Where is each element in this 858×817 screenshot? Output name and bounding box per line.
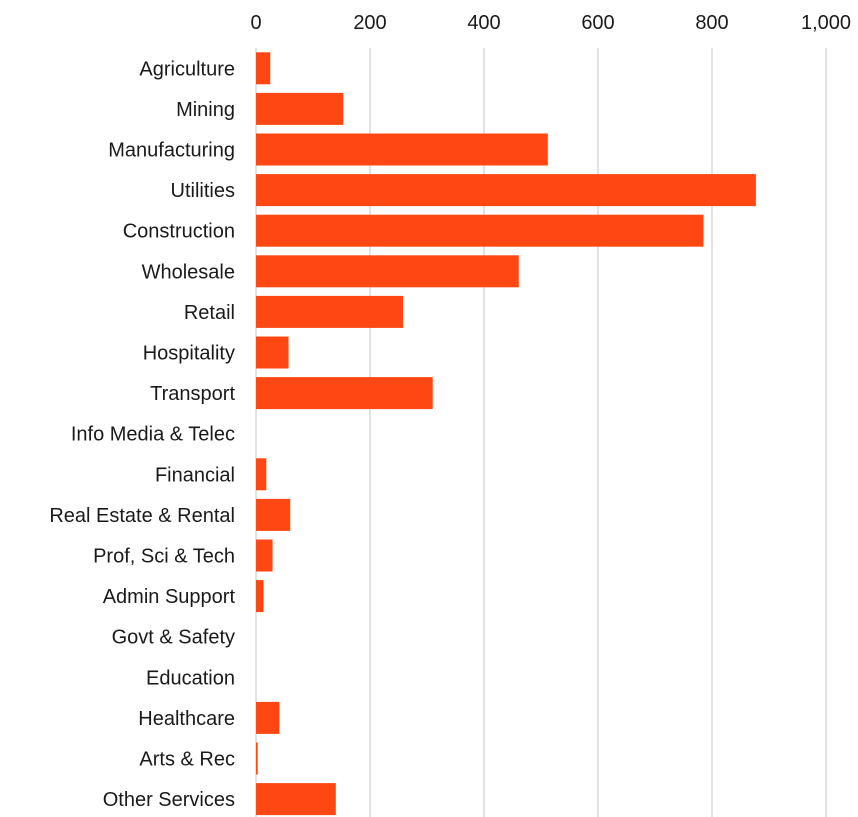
category-label: Healthcare <box>138 708 235 730</box>
x-tick-label: 200 <box>353 12 386 34</box>
bar-utilities <box>256 174 756 207</box>
category-label: Education <box>146 667 235 689</box>
category-label: Financial <box>155 464 235 486</box>
x-tick-label: 1,000 <box>801 12 851 34</box>
x-tick-label: 600 <box>581 12 614 34</box>
category-label: Info Media & Telec <box>71 424 235 446</box>
bar-hospitality <box>256 336 289 369</box>
bar-construction <box>256 214 704 247</box>
bar-prof-sci-tech <box>256 539 273 572</box>
category-label: Wholesale <box>142 261 235 283</box>
bar-retail <box>256 295 404 328</box>
category-label: Transport <box>150 383 235 405</box>
bar-transport <box>256 377 433 410</box>
category-label: Prof, Sci & Tech <box>93 546 235 568</box>
bar-arts-rec <box>256 742 258 775</box>
category-label: Other Services <box>103 789 235 811</box>
category-labels: Agriculture Mining Manufacturing Utilities C… <box>49 58 235 811</box>
category-label: Utilities <box>171 180 235 202</box>
category-label: Construction <box>123 221 235 243</box>
bar-other-services <box>256 783 336 816</box>
bar-healthcare <box>256 701 280 734</box>
bar-agriculture <box>256 52 271 85</box>
bar-financial <box>256 458 267 491</box>
x-tick-label: 0 <box>250 12 261 34</box>
category-label: Govt & Safety <box>112 627 235 649</box>
x-axis-tick-labels: 0 200 400 600 800 1,000 <box>250 12 851 34</box>
x-tick-label: 400 <box>467 12 500 34</box>
category-label: Admin Support <box>103 586 236 608</box>
category-label: Arts & Rec <box>139 749 235 771</box>
category-label: Retail <box>184 302 235 324</box>
bar-real-estate-rental <box>256 498 291 531</box>
bar-wholesale <box>256 255 519 288</box>
bar-admin-support <box>256 580 264 613</box>
category-label: Agriculture <box>139 58 235 80</box>
category-label: Real Estate & Rental <box>49 505 235 527</box>
bar-mining <box>256 92 344 125</box>
category-label: Manufacturing <box>108 140 235 162</box>
category-label: Hospitality <box>143 343 235 365</box>
bar-manufacturing <box>256 133 548 166</box>
bars <box>256 52 756 816</box>
category-label: Mining <box>176 99 235 121</box>
x-tick-label: 800 <box>695 12 728 34</box>
